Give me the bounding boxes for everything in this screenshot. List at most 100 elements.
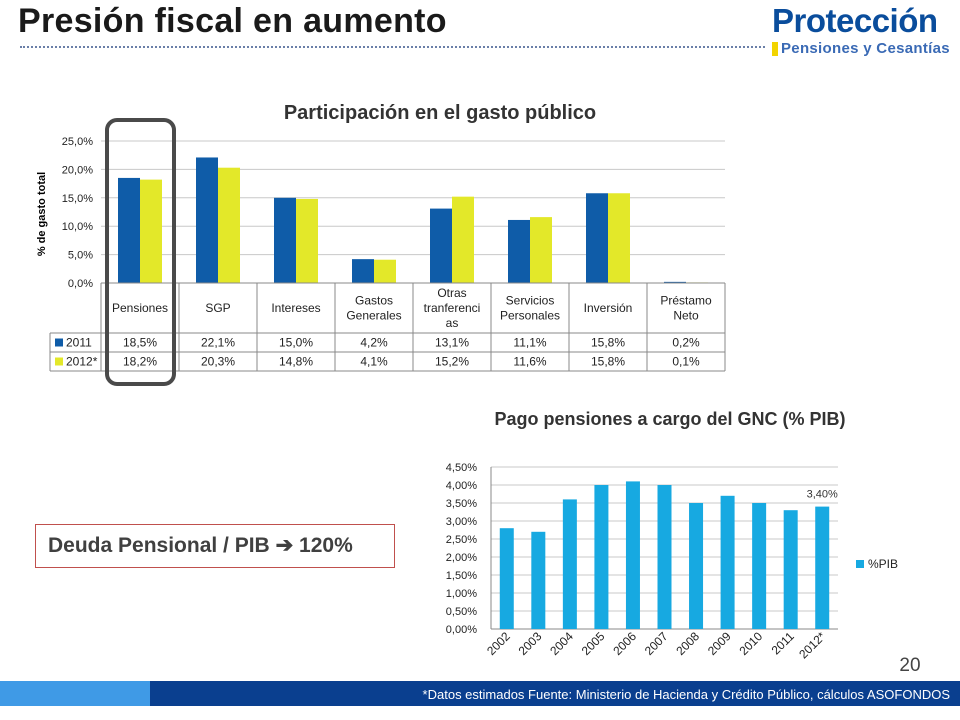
callout-value: 120% <box>299 534 353 557</box>
chart1-table-value: 22,1% <box>201 336 235 350</box>
chart1-table-value: 20,3% <box>201 355 235 369</box>
chart1-bar-2012*-6 <box>608 193 630 283</box>
chart1-bar-2011-3 <box>352 259 374 283</box>
chart2-y-tick: 0,00% <box>446 624 477 636</box>
chart1-bar-2011-1 <box>196 157 218 283</box>
chart2-legend-swatch <box>856 560 864 568</box>
footer-source-note: *Datos estimados Fuente: Ministerio de H… <box>422 687 950 702</box>
chart1-bar-2011-6 <box>586 193 608 283</box>
logo-accent-mark <box>772 42 778 56</box>
chart2-bar-2002 <box>499 528 514 629</box>
chart2-x-tick: 2003 <box>516 629 545 658</box>
chart2-bar-2011 <box>783 510 798 629</box>
logo-wordmark: Protección <box>772 2 938 39</box>
chart1-bar-2011-7 <box>664 281 686 283</box>
chart2-bar-2004 <box>562 499 577 629</box>
deuda-pensional-callout: Deuda Pensional / PIB ➔ 120% <box>35 524 395 568</box>
chart1-table-value: 15,8% <box>591 336 625 350</box>
title-divider <box>20 46 765 48</box>
chart1-y-tick: 25,0% <box>62 136 93 148</box>
footer-bar <box>0 681 960 706</box>
chart2-data-label: 3,40% <box>807 489 838 501</box>
chart1-legend-label: 2011 <box>66 336 92 350</box>
chart2-y-tick: 1,00% <box>446 588 477 600</box>
chart1-bar-2012*-2 <box>296 198 318 283</box>
chart2-x-tick: 2012* <box>796 629 828 661</box>
chart1-legend-swatch-2011 <box>55 338 63 347</box>
chart2-y-tick: 2,50% <box>446 534 477 546</box>
logo-tagline: Pensiones y Cesantías <box>781 40 950 57</box>
chart1-legend-swatch-2012* <box>55 357 63 366</box>
chart1-bar-2012*-1 <box>218 167 240 283</box>
chart2-bar-2008 <box>689 503 704 629</box>
chart1-table-value: 15,0% <box>279 336 313 350</box>
chart2-y-tick: 3,00% <box>446 516 477 528</box>
chart2-x-tick: 2009 <box>705 629 734 658</box>
chart2-x-tick: 2004 <box>547 629 576 658</box>
chart1-title: Participación en el gasto público <box>283 102 597 124</box>
chart1-table-value: 15,8% <box>591 355 625 369</box>
chart2-bar-2009 <box>720 495 735 629</box>
pensiones-highlight-box <box>105 118 176 386</box>
chart1-table-value: 0,1% <box>672 355 700 369</box>
chart1-category-label: Otras tranferenci as <box>424 286 481 330</box>
chart2-bar-2006 <box>625 481 640 629</box>
chart1-bar-2012*-3 <box>374 259 396 283</box>
chart2-y-tick: 1,50% <box>446 570 477 582</box>
chart2-x-tick: 2008 <box>673 629 702 658</box>
chart1-category-label: Pensiones <box>112 301 168 315</box>
chart2-x-tick: 2002 <box>484 629 513 658</box>
chart1-table-value: 11,6% <box>513 355 546 369</box>
chart1-bar-2011-0 <box>118 177 140 283</box>
chart2-bar-2010 <box>752 503 767 629</box>
company-logo: Protección Pensiones y Cesantías <box>772 2 957 60</box>
chart1-bar-2011-5 <box>508 219 530 283</box>
chart2-legend-label: %PIB <box>868 557 898 571</box>
chart2-bar-2007 <box>657 485 672 629</box>
chart1-bar-2012*-5 <box>530 217 552 283</box>
chart1-category-label: Servicios Personales <box>500 294 560 323</box>
chart2-title: Pago pensiones a cargo del GNC (% PIB) <box>494 409 846 429</box>
chart2-x-tick: 2007 <box>642 629 671 658</box>
chart1-y-tick: 5,0% <box>68 250 93 262</box>
chart1-category-label: Inversión <box>584 301 633 315</box>
footer-accent <box>0 681 150 706</box>
slide-title: Presión fiscal en aumento <box>18 2 447 40</box>
chart1-bar-2012*-4 <box>452 196 474 283</box>
chart2-x-tick: 2010 <box>736 629 765 658</box>
chart1-category-label: Préstamo Neto <box>660 294 712 323</box>
chart2-bar-2005 <box>594 485 609 629</box>
chart1-table-value: 4,2% <box>360 336 388 350</box>
chart1-legend-label: 2012* <box>66 355 98 369</box>
chart1-table-value: 18,5% <box>123 336 157 350</box>
chart1-y-tick: 15,0% <box>62 193 93 205</box>
chart1-table-value: 4,1% <box>360 355 388 369</box>
chart2-y-tick: 2,00% <box>446 552 477 564</box>
chart1-table-value: 15,2% <box>435 355 469 369</box>
chart2-x-tick: 2005 <box>579 629 608 658</box>
chart1-category-label: Intereses <box>271 301 320 315</box>
chart1-table-value: 14,8% <box>279 355 313 369</box>
chart1-y-tick: 10,0% <box>62 221 93 233</box>
arrow-right-icon: ➔ <box>275 534 294 557</box>
chart2-x-tick: 2011 <box>769 629 797 657</box>
chart2-y-tick: 3,50% <box>446 498 477 510</box>
chart2-y-tick: 0,50% <box>446 606 477 618</box>
chart1-table-value: 0,2% <box>672 336 700 350</box>
chart1-table-value: 13,1% <box>435 336 469 350</box>
chart1-table-value: 18,2% <box>123 355 157 369</box>
chart2-bar-2012* <box>815 506 830 629</box>
chart1-category-label: Gastos Generales <box>346 294 401 323</box>
chart1-y-tick: 20,0% <box>62 164 93 176</box>
chart1-table-value: 11,1% <box>513 336 546 350</box>
chart2-x-tick: 2006 <box>610 629 639 658</box>
chart1-bar-2011-2 <box>274 197 296 283</box>
chart1-bar-2012*-0 <box>140 179 162 283</box>
callout-label: Deuda Pensional / PIB <box>48 534 270 557</box>
chart1-category-label: SGP <box>205 301 230 315</box>
page-number: 20 <box>899 655 921 676</box>
chart2-bar-2003 <box>531 531 546 629</box>
chart1-bar-2011-4 <box>430 208 452 283</box>
